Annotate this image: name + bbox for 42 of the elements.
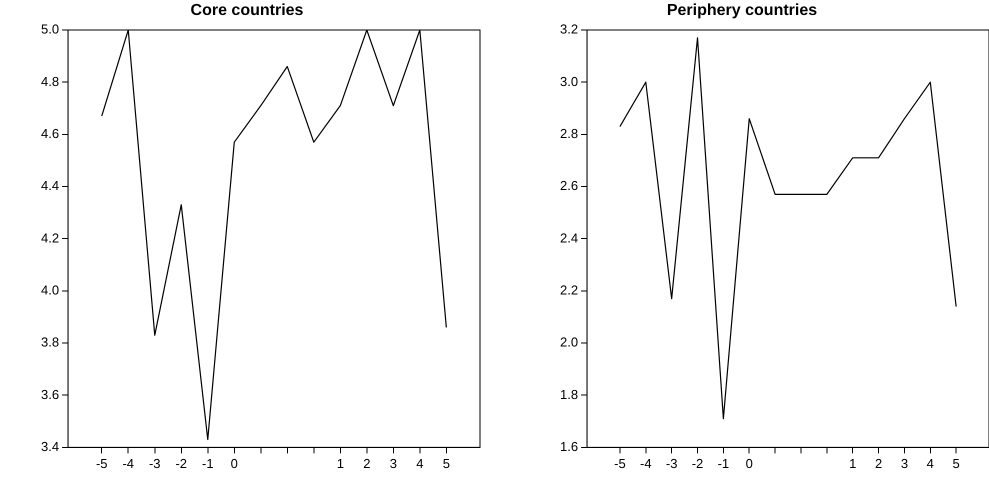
x-tick-label: -4 <box>122 456 134 471</box>
x-tick-label: 3 <box>390 456 397 471</box>
y-tick-label: 1.8 <box>560 386 578 402</box>
x-tick-label: 0 <box>746 456 753 471</box>
y-tick-label: 4.4 <box>40 178 60 194</box>
x-tick-label: 2 <box>874 456 882 471</box>
x-tick-label: -3 <box>666 456 678 471</box>
x-tick-label: 5 <box>952 456 960 471</box>
x-tick-label: 3 <box>900 456 908 471</box>
x-tick-label: 1 <box>336 456 344 471</box>
y-tick-label: 4.6 <box>40 126 60 141</box>
x-tick-label: 4 <box>926 456 934 471</box>
y-tick-label: 4.8 <box>40 74 60 89</box>
x-tick-label: -2 <box>692 456 704 471</box>
x-tick-label: -2 <box>175 456 188 471</box>
y-tick-label: 4.2 <box>40 230 60 246</box>
x-tick-label: -5 <box>96 456 108 471</box>
chart-title: Periphery countries <box>666 2 818 20</box>
y-tick-label: 5.0 <box>40 22 60 37</box>
x-tick-label: 2 <box>363 456 370 471</box>
y-tick-label: 4.0 <box>40 282 60 298</box>
y-tick-label: 1.6 <box>560 438 578 454</box>
x-tick-label: -5 <box>614 456 626 471</box>
chart-title: Core countries <box>190 2 304 20</box>
y-tick-label: 2.0 <box>560 334 578 350</box>
y-tick-label: 2.8 <box>560 126 578 141</box>
y-tick-label: 3.4 <box>40 438 60 454</box>
y-tick-label: 2.2 <box>560 282 578 298</box>
x-tick-label: 5 <box>442 456 450 471</box>
y-tick-label: 3.6 <box>40 386 60 402</box>
x-tick-label: -1 <box>202 456 214 471</box>
y-tick-label: 2.6 <box>560 178 578 194</box>
x-tick-label: -4 <box>640 456 652 471</box>
y-tick-label: 3.8 <box>40 334 60 350</box>
y-tick-label: 2.4 <box>560 230 578 246</box>
x-tick-label: -1 <box>718 456 730 471</box>
x-tick-label: 0 <box>230 456 238 471</box>
x-tick-label: -3 <box>148 456 161 471</box>
x-tick-label: 4 <box>416 456 424 471</box>
y-tick-label: 3.2 <box>560 22 578 37</box>
y-tick-label: 3.0 <box>560 74 578 89</box>
x-tick-label: 1 <box>849 456 856 471</box>
